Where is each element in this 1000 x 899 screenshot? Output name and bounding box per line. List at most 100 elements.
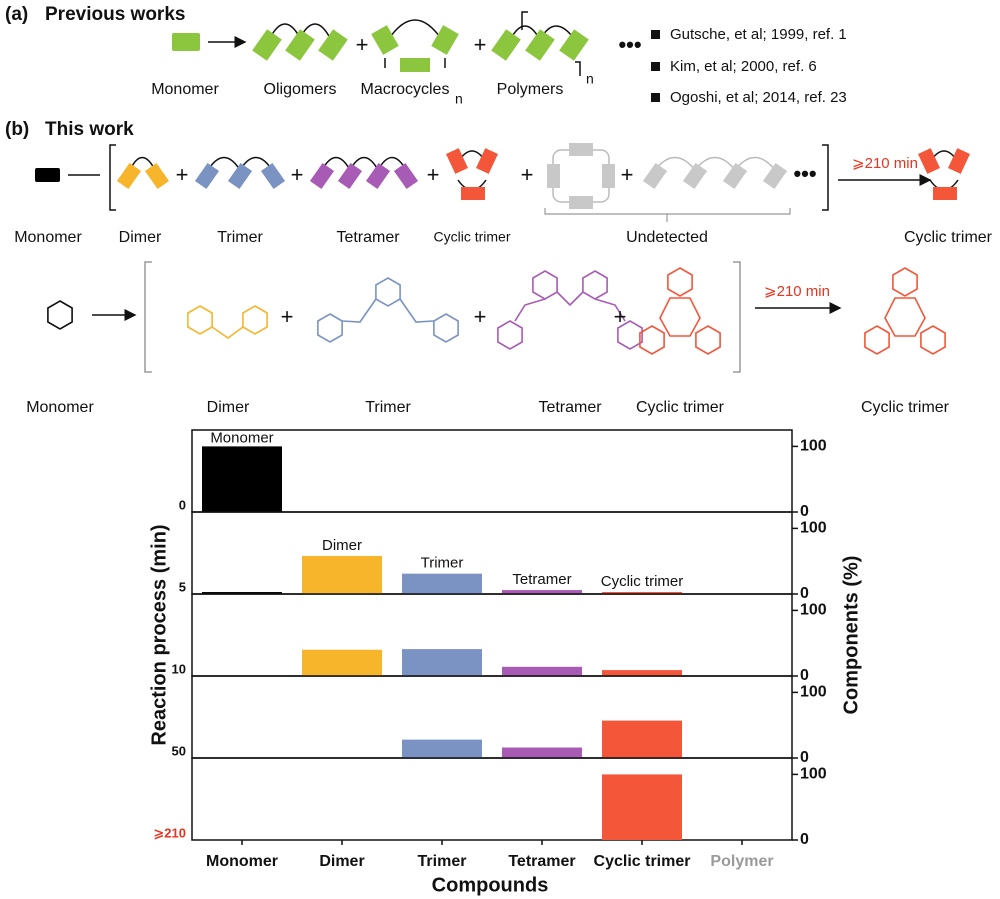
- macrocycle-shape: [371, 19, 459, 72]
- undetected-label: Undetected: [626, 229, 708, 246]
- bracket: [822, 144, 829, 211]
- x-tick-label: Dimer: [319, 853, 364, 870]
- bar: [402, 649, 482, 676]
- bar: [602, 720, 682, 758]
- item-label: Cyclic trimer: [636, 399, 725, 416]
- reference: Kim, et al; 2000, ref. 6: [670, 58, 817, 75]
- trimer-shape: [194, 156, 286, 190]
- ellipsis: •••: [618, 32, 641, 57]
- plus: +: [621, 162, 634, 187]
- y2-tick-label: 0: [800, 667, 809, 684]
- plus: +: [427, 162, 440, 187]
- panel-b-structures: + + + ⩾210 min Monomer Dimer Trimer Tetr…: [26, 261, 950, 416]
- x-axis-label: Compounds: [432, 874, 549, 896]
- item-label: Tetramer: [538, 399, 602, 416]
- panel-b-schematic: (b) This work + + + + +: [5, 119, 993, 246]
- y2-tick-label: 0: [800, 503, 809, 520]
- tetramer-structure: [497, 270, 643, 350]
- bar: [202, 592, 282, 594]
- panel-time-label: 10: [172, 661, 186, 676]
- cyclic-trimer-structure: [639, 267, 721, 355]
- y2-tick-label: 100: [800, 684, 827, 701]
- y2-tick-label: 100: [800, 766, 827, 783]
- panel-title: This work: [45, 119, 134, 140]
- cyclic-trimer-shape: [446, 148, 498, 200]
- trimer-structure: [317, 277, 459, 343]
- bar: [502, 666, 582, 676]
- y2-tick-label: 100: [800, 602, 827, 619]
- y2-tick-label: 100: [800, 438, 827, 455]
- bracket: [733, 261, 741, 373]
- item-label: Monomer: [14, 229, 82, 246]
- data-label: Tetramer: [512, 571, 571, 588]
- reference: Ogoshi, et al; 2014, ref. 23: [670, 89, 847, 106]
- bar: [302, 649, 382, 676]
- panel-time-label: 50: [172, 743, 186, 758]
- plus: +: [474, 304, 487, 329]
- item-label: Dimer: [119, 229, 162, 246]
- item-label: Monomer: [151, 81, 219, 98]
- bar: [602, 670, 682, 676]
- product-label: Cyclic trimer: [904, 229, 993, 246]
- plus: +: [281, 304, 294, 329]
- x-tick-label: Trimer: [418, 853, 467, 870]
- dimer-structure: [187, 305, 268, 339]
- arrow-label: ⩾210 min: [764, 283, 830, 300]
- plus: +: [474, 32, 487, 57]
- x-tick-label: Polymer: [710, 853, 773, 870]
- panel-time-label: ⩾210: [153, 825, 186, 840]
- polymer-shape: [491, 11, 589, 76]
- x-tick-label: Tetramer: [508, 853, 575, 870]
- oligomer-shape: [252, 23, 348, 61]
- undetected-bracket: [544, 208, 791, 222]
- polymer-undetected: [642, 156, 788, 190]
- ellipsis: •••: [793, 161, 816, 186]
- product-label: Cyclic trimer: [861, 399, 950, 416]
- bracket: [109, 144, 116, 211]
- subscript: n: [455, 91, 463, 107]
- data-label: Trimer: [421, 555, 464, 572]
- panel-frame: [191, 675, 793, 759]
- y2-tick-label: 0: [800, 585, 809, 602]
- plus: +: [176, 162, 189, 187]
- item-label: Tetramer: [336, 229, 400, 246]
- product-shape: [918, 148, 970, 200]
- bracket: [144, 261, 152, 373]
- panel-frame: [191, 511, 793, 595]
- bar: [402, 573, 482, 594]
- reference: Gutsche, et al; 1999, ref. 1: [670, 26, 847, 43]
- plus: +: [614, 304, 627, 329]
- x-tick-label: Monomer: [206, 853, 278, 870]
- panel-time-label: 0: [179, 497, 186, 512]
- panel-a: (a) Previous works + n + n ••• Monomer O…: [5, 4, 847, 107]
- bar: [502, 590, 582, 594]
- y-axis-label: Reaction process (min): [148, 524, 170, 745]
- bar-chart: Reaction process (min) Components (%) Co…: [148, 429, 862, 896]
- item-label: Trimer: [365, 399, 411, 416]
- item-label: Trimer: [217, 229, 263, 246]
- benzene-ring: [47, 300, 73, 330]
- subscript: n: [586, 71, 594, 87]
- panel-label: (b): [5, 119, 29, 140]
- data-label: Monomer: [210, 429, 273, 446]
- bar: [602, 774, 682, 840]
- item-label: Oligomers: [264, 81, 337, 98]
- x-tick-label: Cyclic trimer: [594, 853, 691, 870]
- y2-tick-label: 0: [800, 831, 809, 848]
- product-structure: [864, 267, 946, 355]
- panel-time-label: 5: [179, 579, 186, 594]
- tetramer-shape: [309, 156, 419, 190]
- data-label: Dimer: [322, 537, 362, 554]
- item-label: Macrocycles: [361, 81, 450, 98]
- bar: [602, 592, 682, 594]
- plus: +: [521, 162, 534, 187]
- bar: [302, 555, 382, 594]
- bar: [502, 747, 582, 758]
- bullet: [651, 30, 660, 39]
- item-label: Cyclic trimer: [434, 229, 511, 245]
- bullet: [651, 62, 660, 71]
- macrocycle-undetected: [547, 143, 615, 209]
- plus: +: [291, 162, 304, 187]
- y2-tick-label: 0: [800, 749, 809, 766]
